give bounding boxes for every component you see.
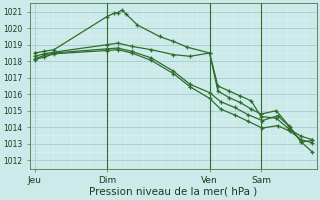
X-axis label: Pression niveau de la mer( hPa ): Pression niveau de la mer( hPa ) xyxy=(89,187,258,197)
